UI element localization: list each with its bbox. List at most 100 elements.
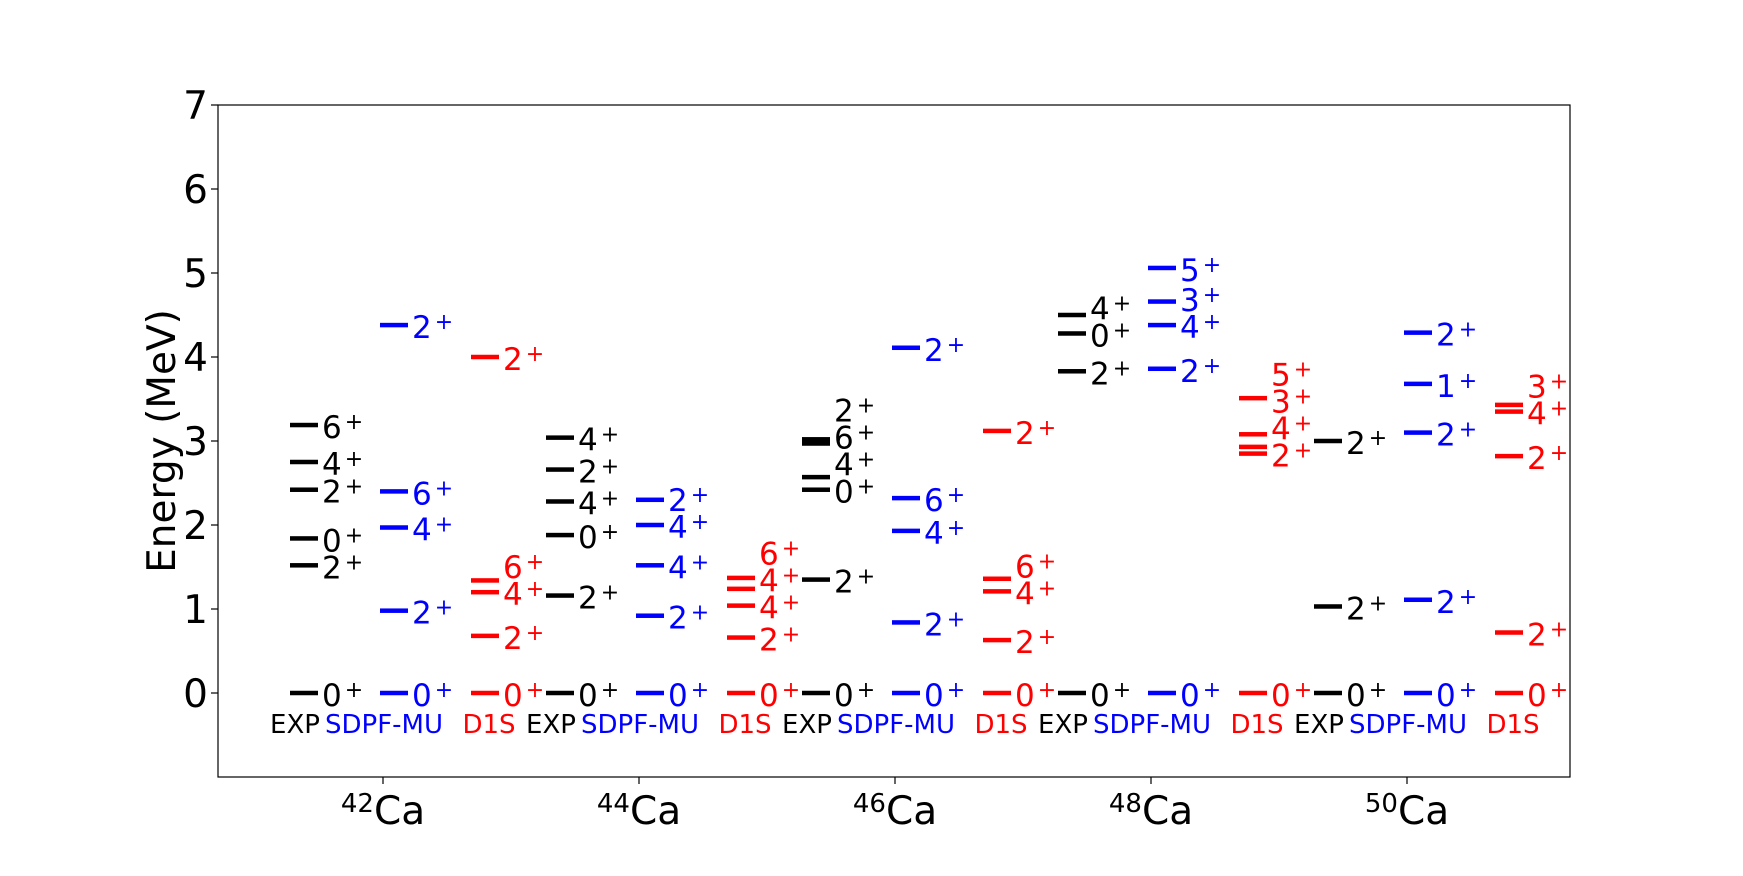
spin: 0 xyxy=(578,520,598,556)
spin: 4 xyxy=(578,423,598,459)
parity: + xyxy=(857,421,875,446)
energy-level-bar xyxy=(1239,690,1267,696)
spin-parity-label: 0 + xyxy=(834,475,875,511)
spin-parity-label: 0 + xyxy=(1271,678,1312,714)
energy-level-bar xyxy=(290,690,318,696)
spin: 2 xyxy=(668,483,688,519)
spin-parity-label: 0 + xyxy=(412,678,453,714)
column-label: SDPF-MU xyxy=(1093,710,1211,740)
column-label: SDPF-MU xyxy=(837,710,955,740)
parity: + xyxy=(1113,292,1131,317)
parity: + xyxy=(1459,418,1477,443)
spin: 2 xyxy=(412,310,432,346)
spin-parity-label: 2 + xyxy=(759,623,800,659)
energy-level-bar xyxy=(290,536,318,541)
parity: + xyxy=(691,601,709,626)
energy-level-bar xyxy=(380,690,408,696)
spin-parity-label: 4 + xyxy=(924,516,965,552)
spin-parity-label: 0 + xyxy=(834,678,875,714)
energy-level-bar xyxy=(290,459,318,465)
parity: + xyxy=(1459,678,1477,703)
energy-level-bar xyxy=(636,613,664,618)
parity: + xyxy=(1203,678,1221,703)
plot-frame xyxy=(217,104,1571,778)
energy-level-bar xyxy=(802,487,830,492)
spin: 0 xyxy=(1180,678,1200,714)
spin: 4 xyxy=(503,577,523,613)
parity: + xyxy=(526,342,544,367)
spin: 0 xyxy=(924,678,944,714)
spin-parity-label: 0 + xyxy=(322,678,363,714)
parity: + xyxy=(601,678,619,703)
spin: 4 xyxy=(759,591,779,627)
energy-level-bar xyxy=(1148,299,1176,304)
energy-level-bar xyxy=(727,603,755,608)
spin-parity-label: 6 + xyxy=(322,410,363,446)
parity: + xyxy=(857,448,875,473)
spin: 0 xyxy=(1090,678,1110,714)
spin: 2 xyxy=(759,623,779,659)
spin-parity-label: 4 + xyxy=(412,513,453,549)
spin-parity-label: 2 + xyxy=(412,310,453,346)
spin: 2 xyxy=(1015,416,1035,452)
energy-level-bar xyxy=(471,690,499,696)
spin-parity-label: 4 + xyxy=(1271,412,1312,448)
energy-level-bar xyxy=(636,690,664,696)
spin: 2 xyxy=(1436,585,1456,621)
spin: 2 xyxy=(578,455,598,491)
parity: + xyxy=(1203,310,1221,335)
parity: + xyxy=(345,551,363,576)
spin: 4 xyxy=(322,447,342,483)
parity: + xyxy=(947,516,965,541)
spin-parity-label: 2 + xyxy=(578,455,619,491)
parity: + xyxy=(1203,354,1221,379)
spin-parity-label: 0 + xyxy=(668,678,709,714)
parity: + xyxy=(345,447,363,472)
energy-level-bar xyxy=(1239,444,1267,450)
spin: 2 xyxy=(668,601,688,637)
parity: + xyxy=(691,483,709,508)
parity: + xyxy=(691,678,709,703)
spin-parity-label: 0 + xyxy=(1090,318,1131,354)
column-label: SDPF-MU xyxy=(1349,710,1467,740)
spin-parity-label: 2 + xyxy=(668,601,709,637)
spin-parity-label: 4 + xyxy=(1090,291,1131,327)
parity: + xyxy=(1550,678,1568,703)
energy-level-bar xyxy=(1058,369,1086,374)
spin: 0 xyxy=(1527,678,1547,714)
spin: 2 xyxy=(322,550,342,586)
parity: + xyxy=(1294,439,1312,464)
spin-parity-label: 0 + xyxy=(1090,678,1131,714)
y-tick-label: 2 xyxy=(183,504,208,549)
parity: + xyxy=(1038,678,1056,703)
parity: + xyxy=(1459,369,1477,394)
parity: + xyxy=(526,678,544,703)
energy-level-bar xyxy=(1404,381,1432,387)
parity: + xyxy=(947,483,965,508)
spin: 0 xyxy=(1436,678,1456,714)
spin: 0 xyxy=(1015,678,1035,714)
spin: 2 xyxy=(1090,356,1110,392)
parity: + xyxy=(1550,397,1568,422)
spin-parity-label: 2 + xyxy=(834,565,875,601)
parity: + xyxy=(1550,441,1568,466)
spin-parity-label: 4 + xyxy=(668,510,709,546)
energy-level-bar xyxy=(1314,438,1342,444)
spin-parity-label: 4 + xyxy=(759,591,800,627)
mass-number: 46 xyxy=(853,789,886,819)
parity: + xyxy=(435,513,453,538)
column-label: SDPF-MU xyxy=(325,710,443,740)
parity: + xyxy=(526,550,544,575)
spin-parity-label: 6 + xyxy=(503,550,544,586)
parity: + xyxy=(526,621,544,646)
parity: + xyxy=(691,510,709,535)
parity: + xyxy=(1550,370,1568,395)
parity: + xyxy=(601,520,619,545)
spin-parity-label: 2 + xyxy=(503,621,544,657)
energy-level-bar xyxy=(1058,312,1086,318)
spin-parity-label: 0 + xyxy=(1436,678,1477,714)
spin: 0 xyxy=(1346,678,1366,714)
energy-level-bar xyxy=(471,354,499,360)
